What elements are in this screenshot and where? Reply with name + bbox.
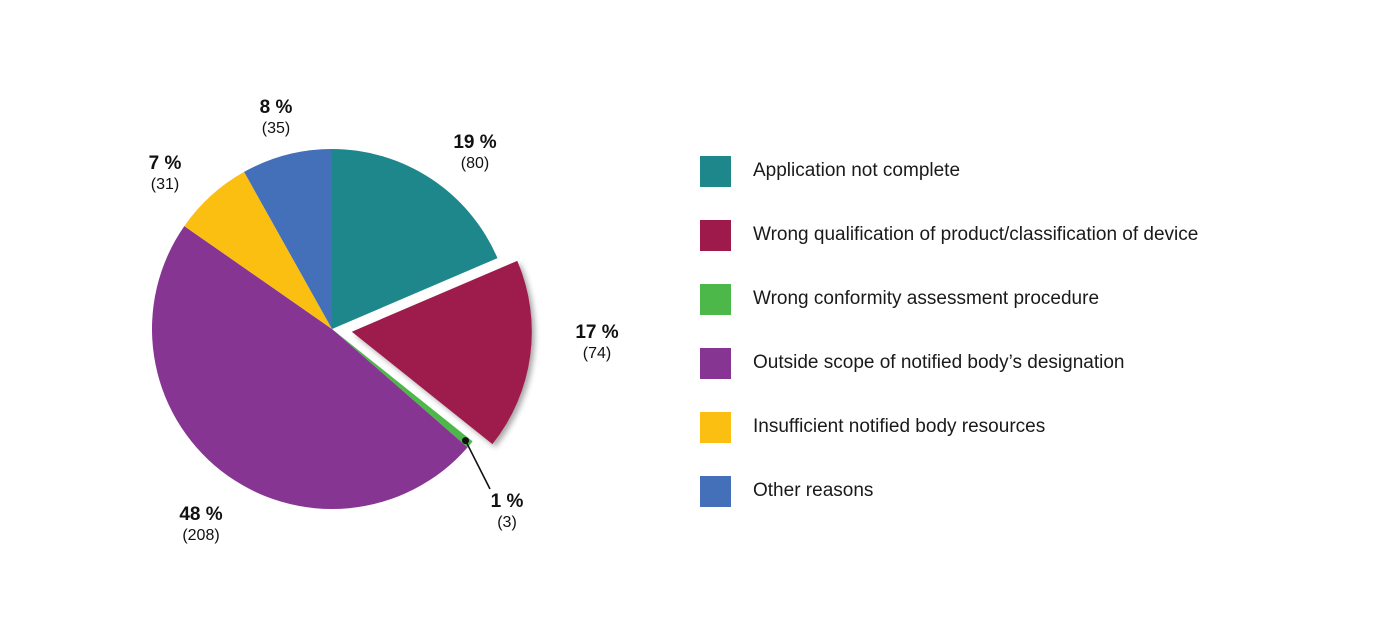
leader-line — [464, 440, 491, 490]
legend-swatch — [700, 412, 731, 443]
legend-label: Other reasons — [753, 480, 874, 501]
slice-count-label: (74) — [583, 345, 611, 362]
pie-slice-1 — [351, 260, 532, 445]
slice-count-label: (3) — [497, 514, 517, 531]
pie-slice-4 — [184, 171, 332, 329]
legend-label: Wrong conformity assessment procedure — [753, 288, 1100, 309]
pie-slice-3 — [151, 226, 468, 510]
slice-percent-label: 8 % — [260, 97, 293, 118]
pie-slices — [151, 149, 532, 510]
legend-swatch — [700, 348, 731, 379]
legend-label: Insufficient notified body resources — [753, 416, 1046, 437]
slice-percent-label: 19 % — [453, 132, 496, 153]
legend-swatch — [700, 156, 731, 187]
legend-swatch — [700, 220, 731, 251]
pie-labels: 19 % (80) 17 % (74) 1 % (3) 48 % (208) 7 % (31) 8 … — [149, 97, 619, 544]
slice-percent-label: 1 % — [491, 491, 524, 512]
slice-count-label: (208) — [182, 527, 219, 544]
legend-label: Application not complete — [753, 160, 961, 181]
legend-swatch — [700, 284, 731, 315]
pie-slice-0 — [332, 149, 498, 329]
pie-chart: 19 % (80) 17 % (74) 1 % (3) 48 % (208) 7 % (31) 8 … — [149, 97, 619, 544]
slice-percent-label: 7 % — [149, 153, 182, 174]
legend-label: Wrong qualification of product/classific… — [753, 224, 1199, 245]
slice-count-label: (80) — [461, 155, 489, 172]
slice-percent-label: 17 % — [575, 322, 618, 343]
slice-percent-label: 48 % — [179, 504, 222, 525]
legend-swatch — [700, 476, 731, 507]
pie-slice-2 — [332, 329, 473, 448]
slice-count-label: (31) — [151, 176, 179, 193]
legend-label: Outside scope of notified body’s designa… — [753, 352, 1125, 373]
pie-slice-5 — [244, 149, 332, 329]
slice-count-label: (35) — [262, 120, 290, 137]
